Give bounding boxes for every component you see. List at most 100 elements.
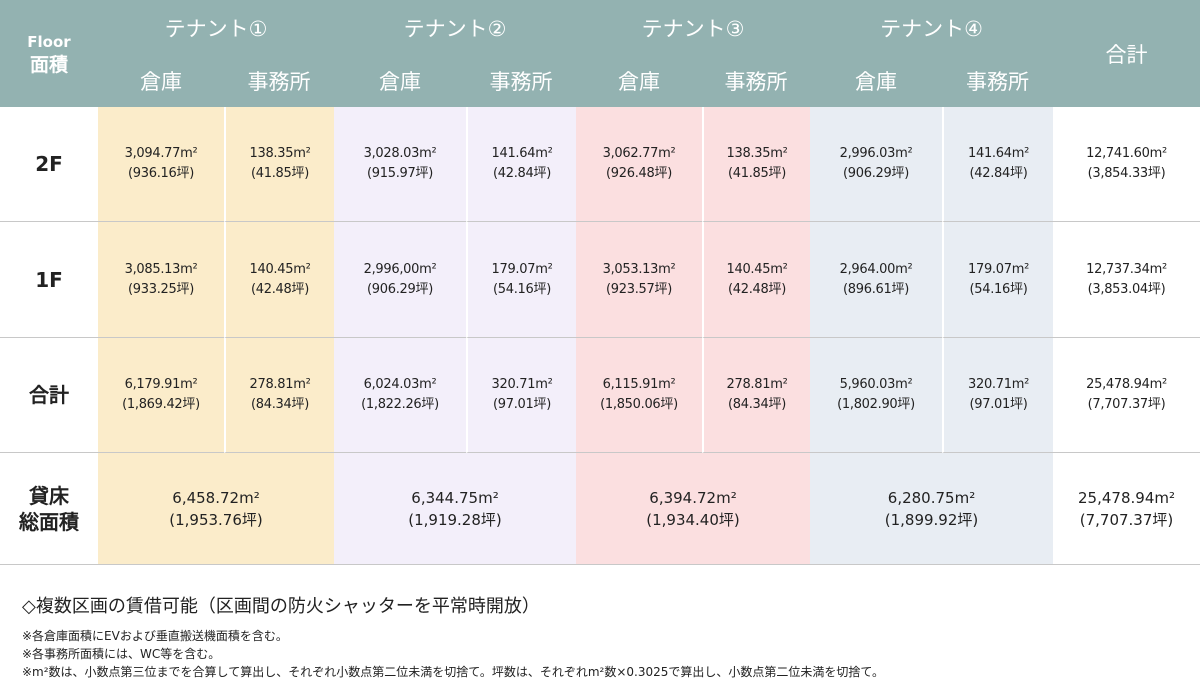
tsubo: (906.29坪) xyxy=(843,166,909,181)
area-cell: 320.71m² (97.01坪) xyxy=(466,338,576,453)
total-cell: 12,737.34m² (3,853.04坪) xyxy=(1053,222,1200,338)
area-cell: 278.81m² (84.34坪) xyxy=(702,338,810,453)
tenant-header: テナント③ xyxy=(576,0,810,55)
corner-header: Floor 面積 xyxy=(0,0,98,107)
area: 12,741.60m² xyxy=(1086,146,1167,161)
area: 278.81m² xyxy=(726,377,788,392)
note: ※各倉庫面積にEVおよび垂直搬送機面積を含む。 xyxy=(22,629,288,643)
sub-label: 事務所 xyxy=(247,70,311,94)
tsubo: (936.16坪) xyxy=(128,166,194,181)
area: 3,085.13m² xyxy=(124,261,198,277)
area-cell: 2,996,00m² (906.29坪) xyxy=(334,222,466,338)
tsubo: (7,707.37坪) xyxy=(1087,397,1166,412)
corner-label: Floor xyxy=(27,32,71,51)
sub-header: 倉庫 xyxy=(576,55,702,107)
area: 6,179.91m² xyxy=(124,377,198,392)
tsubo: (3,853.04坪) xyxy=(1087,281,1166,297)
tsubo: (41.85坪) xyxy=(728,166,786,181)
row-header: 合計 xyxy=(0,338,98,453)
tsubo: (41.85坪) xyxy=(251,166,309,181)
total-label: 合計 xyxy=(1105,42,1148,67)
tenant-header: テナント② xyxy=(334,0,576,55)
tenant-name: テナント② xyxy=(403,16,507,41)
area: 5,960.03m² xyxy=(839,377,913,392)
area: 6,024.03m² xyxy=(363,377,437,392)
tsubo: (1,953.76坪) xyxy=(169,510,263,529)
tsubo: (915.97坪) xyxy=(367,166,433,181)
corner-label: 面積 xyxy=(29,53,68,76)
area: 179.07m² xyxy=(968,261,1029,277)
area: 6,394.72m² xyxy=(649,488,737,507)
note: ※各事務所面積には、WC等を含む。 xyxy=(22,647,221,661)
row-label: 2F xyxy=(35,152,63,176)
area-cell: 3,053.13m² (923.57坪) xyxy=(576,222,702,338)
floor-area-cell: 6,344.75m² (1,919.28坪) xyxy=(334,453,576,565)
tsubo: (3,854.33坪) xyxy=(1087,166,1166,181)
area: 6,115.91m² xyxy=(602,377,676,392)
area: 320.71m² xyxy=(491,377,553,392)
tsubo: (926.48坪) xyxy=(606,166,672,181)
area: 179.07m² xyxy=(491,261,553,277)
area: 3,094.77m² xyxy=(124,146,198,161)
area-cell: 140.45m² (42.48坪) xyxy=(702,222,810,338)
note: ※m²数は、小数点第三位までを合算して算出し、それぞれ小数点第二位未満を切捨て。… xyxy=(22,665,885,679)
tsubo: (906.29坪) xyxy=(367,281,433,297)
area: 138.35m² xyxy=(249,146,311,161)
sub-label: 倉庫 xyxy=(618,70,660,94)
area: 25,478.94m² xyxy=(1086,377,1167,392)
row-header: 2F xyxy=(0,107,98,222)
area-cell: 3,028.03m² (915.97坪) xyxy=(334,107,466,222)
sub-header: 倉庫 xyxy=(334,55,466,107)
tsubo: (54.16坪) xyxy=(493,281,551,297)
note: ◇複数区画の賃借可能（区画間の防火シャッターを平常時開放） xyxy=(22,596,540,617)
floor-area-cell: 6,280.75m² (1,899.92坪) xyxy=(810,453,1053,565)
tsubo: (933.25坪) xyxy=(128,281,194,297)
tsubo: (1,899.92坪) xyxy=(884,510,979,529)
tenant-name: テナント③ xyxy=(641,16,745,41)
area: 141.64m² xyxy=(491,146,553,161)
row-label: 1F xyxy=(35,267,63,292)
total-cell: 25,478.94m² (7,707.37坪) xyxy=(1053,338,1200,453)
sub-header: 事務所 xyxy=(702,55,810,107)
tsubo: (42.48坪) xyxy=(728,281,786,297)
sub-header: 事務所 xyxy=(942,55,1053,107)
area: 141.64m² xyxy=(968,146,1029,161)
tsubo: (42.84坪) xyxy=(493,166,551,181)
area: 3,062.77m² xyxy=(602,146,676,161)
tsubo: (1,850.06坪) xyxy=(600,397,678,412)
area-cell: 2,964.00m² (896.61坪) xyxy=(810,222,942,338)
tenant-header: テナント④ xyxy=(810,0,1053,55)
tsubo: (97.01坪) xyxy=(969,397,1028,412)
area-cell: 3,062.77m² (926.48坪) xyxy=(576,107,702,222)
floor-area-cell: 6,458.72m² (1,953.76坪) xyxy=(98,453,334,565)
area: 140.45m² xyxy=(249,261,311,277)
tsubo: (1,869.42坪) xyxy=(122,397,200,412)
area: 2,996,00m² xyxy=(363,261,437,277)
area: 320.71m² xyxy=(968,377,1029,392)
area: 138.35m² xyxy=(726,146,788,161)
area: 6,280.75m² xyxy=(887,488,976,507)
row-label: 合計 xyxy=(29,383,69,407)
area-cell: 6,024.03m² (1,822.26坪) xyxy=(334,338,466,453)
area-cell: 6,115.91m² (1,850.06坪) xyxy=(576,338,702,453)
area-cell: 5,960.03m² (1,802.90坪) xyxy=(810,338,942,453)
tsubo: (42.84坪) xyxy=(969,166,1028,181)
tsubo: (1,919.28坪) xyxy=(408,510,502,529)
tsubo: (97.01坪) xyxy=(493,397,551,412)
row-label: 総面積 xyxy=(19,509,79,534)
total-header: 合計 xyxy=(1053,0,1200,107)
tsubo: (7,707.37坪) xyxy=(1079,510,1174,529)
sub-label: 事務所 xyxy=(489,70,553,94)
floor-area-cell: 6,394.72m² (1,934.40坪) xyxy=(576,453,810,565)
sub-label: 事務所 xyxy=(724,70,788,94)
area: 6,344.75m² xyxy=(411,488,499,507)
area: 2,964.00m² xyxy=(839,261,913,277)
tsubo: (1,822.26坪) xyxy=(361,397,439,412)
tsubo: (1,802.90坪) xyxy=(837,397,915,412)
area: 3,053.13m² xyxy=(602,261,676,277)
tsubo: (923.57坪) xyxy=(606,281,672,297)
area-cell: 3,094.77m² (936.16坪) xyxy=(98,107,224,222)
tenant-name: テナント① xyxy=(164,16,268,41)
row-header: 貸床 総面積 xyxy=(0,453,98,565)
area-cell: 179.07m² (54.16坪) xyxy=(942,222,1053,338)
